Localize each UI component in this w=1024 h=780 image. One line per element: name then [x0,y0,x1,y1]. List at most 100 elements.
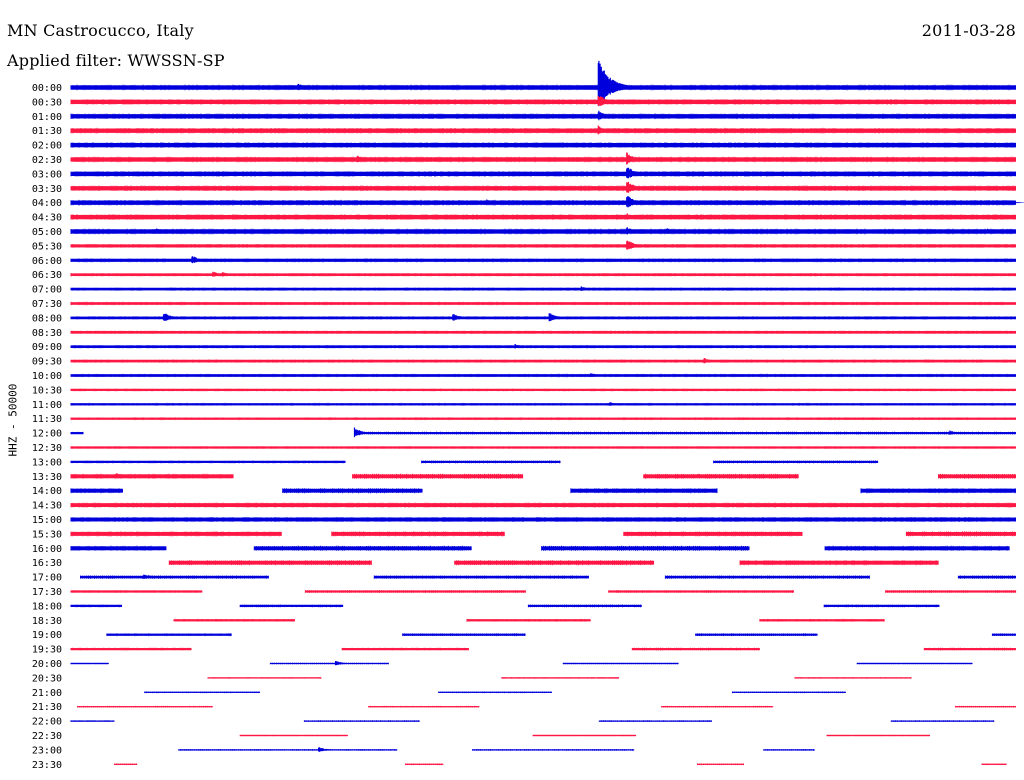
trace-row-40-noise-0 [70,662,108,665]
trace-row-28-segment-2 [570,488,718,493]
row-label-0500: 05:00 [32,227,62,238]
row-label-1200: 12:00 [32,429,62,440]
trace-row-27-segment-3 [938,474,1016,479]
trace-row-31-segment-2 [623,532,803,536]
trace-row-42-noise-1 [438,691,552,694]
trace-row-29-noise-0 [70,502,1016,508]
trace-row-10-noise-0 [70,228,1016,235]
trace-row-40-segment-0 [71,662,109,665]
trace-row-44-noise-0 [70,720,114,722]
trace-row-25-noise-0 [70,446,1016,449]
row-label-0000: 00:00 [32,83,62,94]
event-row-16-1 [452,314,474,321]
event-row-16-2 [548,313,571,322]
trace-row-43-noise-2 [661,705,773,708]
trace-row-41-noise-1 [501,677,619,679]
row-label-0930: 09:30 [32,357,62,368]
trace-row-32-noise-0 [70,545,166,551]
event-row-8-0 [486,199,508,205]
row-label-0330: 03:30 [32,184,62,195]
trace-row-27-noise-3 [938,473,1015,479]
trace-row-35-segment-2 [608,590,794,593]
trace-row-47-noise-0 [114,763,137,766]
event-row-10-1 [626,227,648,235]
event-row-24-0 [353,427,377,438]
trace-row-35-segment-3 [885,590,1016,593]
trace-row-26-noise-2 [713,460,879,464]
trace-row-26-noise-0 [70,460,346,464]
event-row-6-0 [626,167,650,179]
trace-row-31-noise-0 [70,531,282,537]
event-row-19-0 [703,358,725,364]
trace-row-46-segment-1 [472,749,635,751]
trace-row-33-segment-2 [740,560,939,565]
trace-row-8-noise-0 [70,199,1016,206]
record-date: 2011-03-28 [921,21,1016,40]
trace-row-37-noise-0 [173,618,295,622]
row-label-1330: 13:30 [32,472,62,483]
event-row-40-0 [335,661,356,666]
trace-row-41-segment-1 [501,677,620,679]
trace-row-41-segment-0 [208,677,322,679]
trace-row-21-noise-0 [70,388,1016,392]
row-label-0630: 06:30 [32,270,62,281]
row-label-0730: 07:30 [32,299,62,310]
trace-row-44-noise-2 [598,720,712,722]
trace-row-42-noise-2 [732,691,845,694]
trace-row-19-noise-0 [70,359,1016,363]
trace-row-41-noise-2 [794,677,912,679]
row-label-1130: 11:30 [32,414,62,425]
row-label-2100: 21:00 [32,688,62,699]
trace-row-38-noise-2 [695,633,817,637]
trace-row-24-segment-1 [354,432,1016,435]
trace-row-31-noise-1 [331,531,505,537]
trace-row-26-segment-0 [71,460,346,463]
event-row-3-0 [597,125,620,135]
event-row-5-1 [626,152,649,165]
row-label-0700: 07:00 [32,285,62,296]
trace-row-32-noise-3 [824,545,1010,551]
trace-row-36-noise-2 [527,604,641,608]
trace-row-39-noise-1 [341,647,469,651]
event-row-24-1 [949,430,970,435]
trace-row-47-noise-2 [697,763,744,766]
row-label-0430: 04:30 [32,213,62,224]
event-row-10-2 [665,228,687,234]
trace-row-40-noise-3 [856,662,972,665]
event-row-22-0 [609,402,630,406]
event-row-14-0 [580,286,602,291]
trace-row-24-noise-0 [70,431,84,435]
trace-row-47-noise-1 [405,763,442,766]
trace-row-27-segment-2 [643,474,799,479]
trace-row-31-noise-3 [905,531,1015,537]
trace-row-34-noise-2 [664,575,870,579]
row-label-0100: 01:00 [32,112,62,123]
trace-row-36-noise-0 [70,604,122,608]
trace-row-38-noise-0 [106,633,232,637]
trace-row-12-noise-0 [70,258,1016,263]
trace-row-28-noise-1 [282,488,422,494]
trace-row-30-noise-0 [70,517,1016,522]
event-row-11-0 [626,240,649,250]
trace-row-37-noise-1 [466,618,590,622]
trace-row-31-segment-0 [71,532,282,536]
trace-row-47-segment-2 [697,763,744,765]
event-row-10-3 [987,228,1008,234]
trace-row-4-noise-0 [70,142,1016,148]
trace-row-44-segment-3 [891,720,995,722]
row-label-1830: 18:30 [32,616,62,627]
trace-row-39-noise-2 [631,647,759,651]
trace-row-32-noise-1 [253,545,471,551]
trace-row-36-segment-2 [528,604,642,607]
event-row-16-0 [163,313,186,321]
trace-row-43-noise-0 [77,705,213,708]
trace-row-36-noise-3 [823,604,939,608]
trace-row-7-noise-0 [70,185,1016,192]
filter-subtitle: Applied filter: WWSSN-SP [7,51,225,70]
trace-row-26-segment-1 [421,460,561,463]
trace-row-28-noise-0 [70,488,122,494]
trace-row-5-noise-0 [70,156,1016,163]
trace-row-45-noise-1 [532,734,636,737]
trace-row-31-segment-3 [906,532,1016,536]
trace-row-28-noise-3 [860,488,1016,494]
